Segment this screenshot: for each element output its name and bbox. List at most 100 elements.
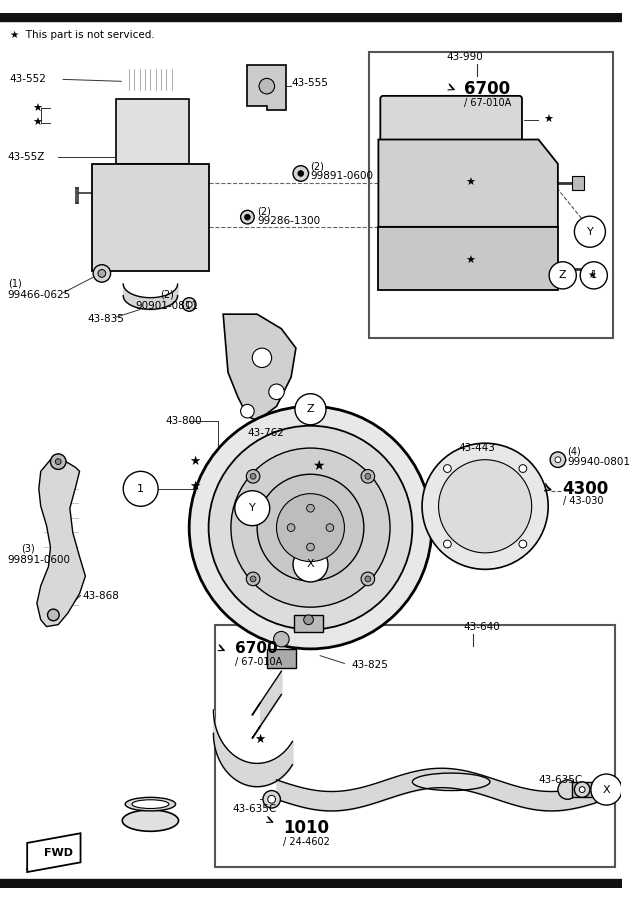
Circle shape — [287, 524, 295, 532]
Text: / 67-010A: / 67-010A — [235, 656, 282, 667]
Text: 90901-0811: 90901-0811 — [136, 302, 199, 311]
Circle shape — [257, 474, 364, 581]
Circle shape — [241, 404, 254, 418]
Text: ★  This part is not serviced.: ★ This part is not serviced. — [10, 30, 154, 40]
Circle shape — [579, 787, 585, 793]
Circle shape — [307, 504, 314, 512]
Polygon shape — [37, 460, 85, 626]
Text: Z: Z — [307, 404, 314, 414]
Text: ★: ★ — [466, 178, 476, 188]
Circle shape — [591, 774, 622, 806]
Text: 6700: 6700 — [464, 80, 510, 98]
Circle shape — [269, 384, 284, 400]
Bar — [572, 782, 592, 797]
Circle shape — [438, 460, 532, 553]
Circle shape — [307, 543, 314, 551]
Circle shape — [55, 459, 61, 464]
Circle shape — [93, 265, 111, 282]
Circle shape — [519, 464, 527, 473]
Text: ★: ★ — [189, 481, 200, 493]
Text: 43-555: 43-555 — [291, 78, 328, 88]
Circle shape — [361, 470, 374, 483]
Text: ★: ★ — [254, 733, 266, 745]
Circle shape — [51, 454, 66, 470]
Text: 1010: 1010 — [284, 819, 330, 837]
Circle shape — [252, 348, 271, 367]
Polygon shape — [223, 314, 296, 421]
Circle shape — [186, 302, 192, 308]
Text: / 67-010A: / 67-010A — [464, 98, 511, 108]
Text: 43-762: 43-762 — [248, 428, 284, 437]
Ellipse shape — [125, 797, 175, 811]
Circle shape — [209, 426, 412, 629]
Circle shape — [293, 166, 308, 181]
Text: (2): (2) — [310, 162, 324, 172]
Circle shape — [326, 524, 334, 532]
Polygon shape — [116, 99, 189, 164]
Circle shape — [444, 464, 451, 473]
Circle shape — [558, 780, 577, 799]
Circle shape — [361, 572, 374, 586]
Text: 43-55Z: 43-55Z — [8, 152, 45, 162]
Text: 6700: 6700 — [235, 642, 277, 656]
Text: / 43-030: / 43-030 — [563, 497, 604, 507]
Ellipse shape — [412, 773, 490, 790]
Bar — [378, 227, 558, 290]
Ellipse shape — [122, 810, 179, 832]
Circle shape — [259, 78, 275, 94]
Circle shape — [295, 393, 326, 425]
Circle shape — [574, 782, 590, 797]
Circle shape — [298, 171, 304, 176]
Text: Z: Z — [559, 270, 566, 281]
Circle shape — [244, 214, 250, 220]
Bar — [267, 649, 296, 669]
Text: ★: ★ — [312, 458, 325, 473]
Circle shape — [98, 269, 106, 277]
Bar — [294, 615, 323, 633]
Text: (2): (2) — [160, 290, 174, 300]
Text: ★: ★ — [189, 455, 200, 468]
Text: 4300: 4300 — [563, 480, 609, 498]
Circle shape — [246, 470, 260, 483]
Text: ★: ★ — [32, 118, 42, 128]
Text: (4): (4) — [568, 447, 581, 457]
Polygon shape — [378, 140, 558, 227]
Text: Y: Y — [249, 503, 255, 513]
Circle shape — [250, 473, 256, 479]
Text: X: X — [603, 785, 610, 795]
Text: 43-635C: 43-635C — [538, 775, 583, 785]
Circle shape — [549, 262, 576, 289]
Circle shape — [47, 609, 59, 621]
Polygon shape — [92, 164, 209, 271]
Bar — [572, 176, 584, 190]
Text: FWD: FWD — [44, 848, 73, 858]
Circle shape — [241, 211, 254, 224]
Circle shape — [555, 457, 561, 463]
Text: 99286-1300: 99286-1300 — [257, 216, 320, 226]
Text: 99891-0600: 99891-0600 — [8, 554, 71, 564]
Ellipse shape — [132, 800, 169, 808]
Circle shape — [246, 572, 260, 586]
Text: (3): (3) — [21, 544, 35, 554]
Circle shape — [274, 632, 289, 647]
Text: (1): (1) — [8, 278, 22, 288]
Text: 43-640: 43-640 — [464, 622, 500, 632]
Bar — [216, 625, 615, 868]
Circle shape — [444, 540, 451, 548]
Circle shape — [580, 262, 607, 289]
Text: 43-990: 43-990 — [446, 52, 483, 62]
Circle shape — [574, 216, 605, 248]
Text: / 24-4602: / 24-4602 — [284, 837, 330, 847]
Circle shape — [124, 472, 158, 507]
Text: Y: Y — [586, 227, 593, 237]
Text: 99891-0600: 99891-0600 — [310, 171, 374, 182]
Circle shape — [189, 406, 432, 649]
Circle shape — [293, 547, 328, 582]
Circle shape — [182, 298, 196, 311]
Text: 43-552: 43-552 — [10, 75, 47, 85]
Polygon shape — [248, 65, 286, 111]
Text: ★: ★ — [587, 270, 596, 281]
Text: 99940-0801: 99940-0801 — [568, 456, 630, 466]
Text: ★: ★ — [543, 115, 554, 125]
Circle shape — [365, 576, 371, 581]
